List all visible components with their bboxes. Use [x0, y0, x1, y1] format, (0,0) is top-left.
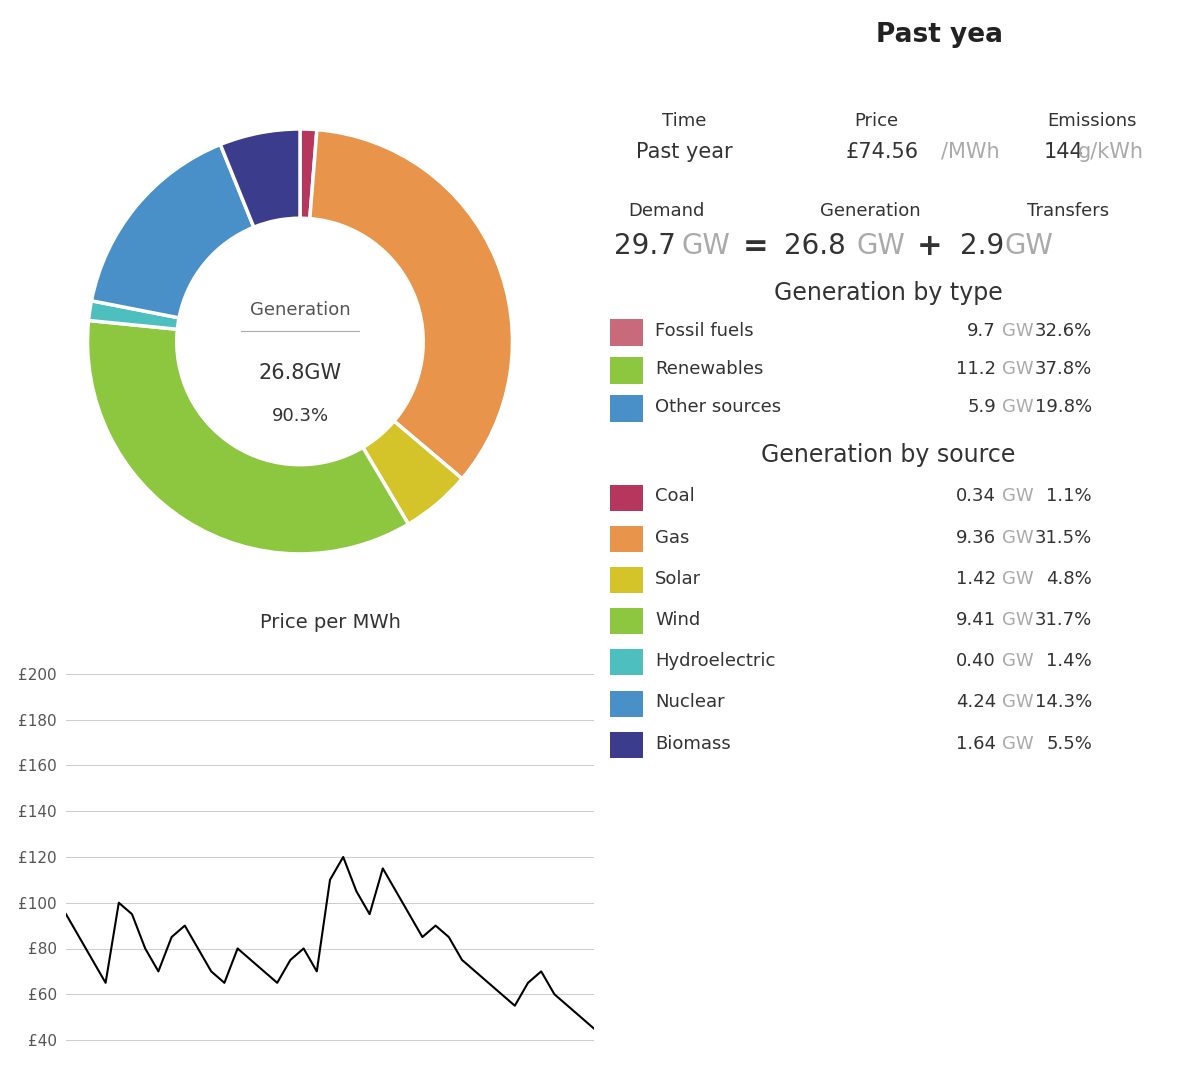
- Text: Hydroelectric: Hydroelectric: [655, 653, 775, 670]
- Text: GW: GW: [1004, 232, 1054, 260]
- Wedge shape: [300, 129, 317, 219]
- Text: GW: GW: [1002, 653, 1033, 670]
- Text: GW: GW: [857, 232, 906, 260]
- Text: /MWh: /MWh: [941, 142, 1000, 162]
- Bar: [610, 567, 643, 593]
- Bar: [610, 608, 643, 634]
- Text: Solar: Solar: [655, 570, 701, 588]
- Text: Demand: Demand: [628, 203, 704, 220]
- Text: GW: GW: [682, 232, 731, 260]
- Text: GW: GW: [1002, 322, 1033, 339]
- Text: Past week: Past week: [547, 23, 680, 48]
- Text: £74.56: £74.56: [846, 142, 919, 162]
- Text: 0.40: 0.40: [956, 653, 996, 670]
- Text: GW: GW: [1002, 694, 1033, 711]
- Text: 14.3%: 14.3%: [1034, 694, 1092, 711]
- Text: Generation by type: Generation by type: [774, 281, 1002, 305]
- Text: 1.1%: 1.1%: [1046, 488, 1092, 505]
- Text: 1.64: 1.64: [956, 735, 996, 752]
- Title: Price per MWh: Price per MWh: [259, 614, 401, 632]
- Bar: [610, 526, 643, 552]
- Text: Time: Time: [662, 113, 706, 130]
- Text: Past yea: Past yea: [876, 23, 1002, 48]
- Bar: [610, 357, 643, 384]
- Text: 26.8GW: 26.8GW: [258, 363, 342, 384]
- Text: 31.7%: 31.7%: [1034, 611, 1092, 629]
- Text: Generation: Generation: [250, 300, 350, 319]
- Text: 19.8%: 19.8%: [1034, 398, 1092, 415]
- Text: 4.8%: 4.8%: [1046, 570, 1092, 588]
- Text: Price: Price: [854, 113, 898, 130]
- Text: 26.8: 26.8: [784, 232, 845, 260]
- Text: 29.7: 29.7: [614, 232, 677, 260]
- Text: 9.36: 9.36: [956, 529, 996, 546]
- Bar: [610, 395, 643, 422]
- Text: GW: GW: [1002, 735, 1033, 752]
- Text: GW: GW: [1002, 398, 1033, 415]
- Text: Wind: Wind: [655, 611, 701, 629]
- Wedge shape: [91, 144, 253, 318]
- Text: 11.2: 11.2: [956, 360, 996, 377]
- Text: Past year: Past year: [636, 142, 732, 162]
- Text: GW: GW: [1002, 570, 1033, 588]
- Text: 32.6%: 32.6%: [1034, 322, 1092, 339]
- Text: 4.24: 4.24: [955, 694, 996, 711]
- Text: 0.34: 0.34: [956, 488, 996, 505]
- Wedge shape: [310, 130, 512, 479]
- Text: Generation by source: Generation by source: [761, 443, 1015, 467]
- Text: GW: GW: [1002, 360, 1033, 377]
- Text: GW: GW: [1002, 529, 1033, 546]
- Text: GW: GW: [1002, 611, 1033, 629]
- Text: Renewables: Renewables: [655, 360, 763, 377]
- Text: Fossil fuels: Fossil fuels: [655, 322, 754, 339]
- Text: 90.3%: 90.3%: [271, 406, 329, 425]
- Text: 5.5%: 5.5%: [1046, 735, 1092, 752]
- Bar: [610, 649, 643, 675]
- Text: 9.7: 9.7: [967, 322, 996, 339]
- Text: =: =: [743, 232, 769, 260]
- Text: Transfers: Transfers: [1027, 203, 1109, 220]
- Text: 5.9: 5.9: [967, 398, 996, 415]
- Text: 37.8%: 37.8%: [1034, 360, 1092, 377]
- Text: Other sources: Other sources: [655, 398, 781, 415]
- Bar: [610, 691, 643, 717]
- Wedge shape: [221, 129, 300, 228]
- Bar: [610, 485, 643, 511]
- Bar: [610, 319, 643, 346]
- Bar: [610, 732, 643, 758]
- Text: 1.4%: 1.4%: [1046, 653, 1092, 670]
- Text: Nuclear: Nuclear: [655, 694, 725, 711]
- Text: GW: GW: [1002, 488, 1033, 505]
- Wedge shape: [88, 321, 408, 554]
- Wedge shape: [89, 300, 179, 330]
- Text: 31.5%: 31.5%: [1034, 529, 1092, 546]
- Text: 144: 144: [1044, 142, 1084, 162]
- Wedge shape: [362, 421, 462, 525]
- Text: Generation: Generation: [820, 203, 920, 220]
- Text: 2.9: 2.9: [960, 232, 1004, 260]
- Text: Coal: Coal: [655, 488, 695, 505]
- Text: 9.41: 9.41: [956, 611, 996, 629]
- Text: Gas: Gas: [655, 529, 690, 546]
- Text: Biomass: Biomass: [655, 735, 731, 752]
- Text: Emissions: Emissions: [1048, 113, 1136, 130]
- Text: g/kWh: g/kWh: [1078, 142, 1144, 162]
- Text: Past day: Past day: [149, 23, 260, 48]
- Text: +: +: [917, 232, 943, 260]
- Text: 1.42: 1.42: [956, 570, 996, 588]
